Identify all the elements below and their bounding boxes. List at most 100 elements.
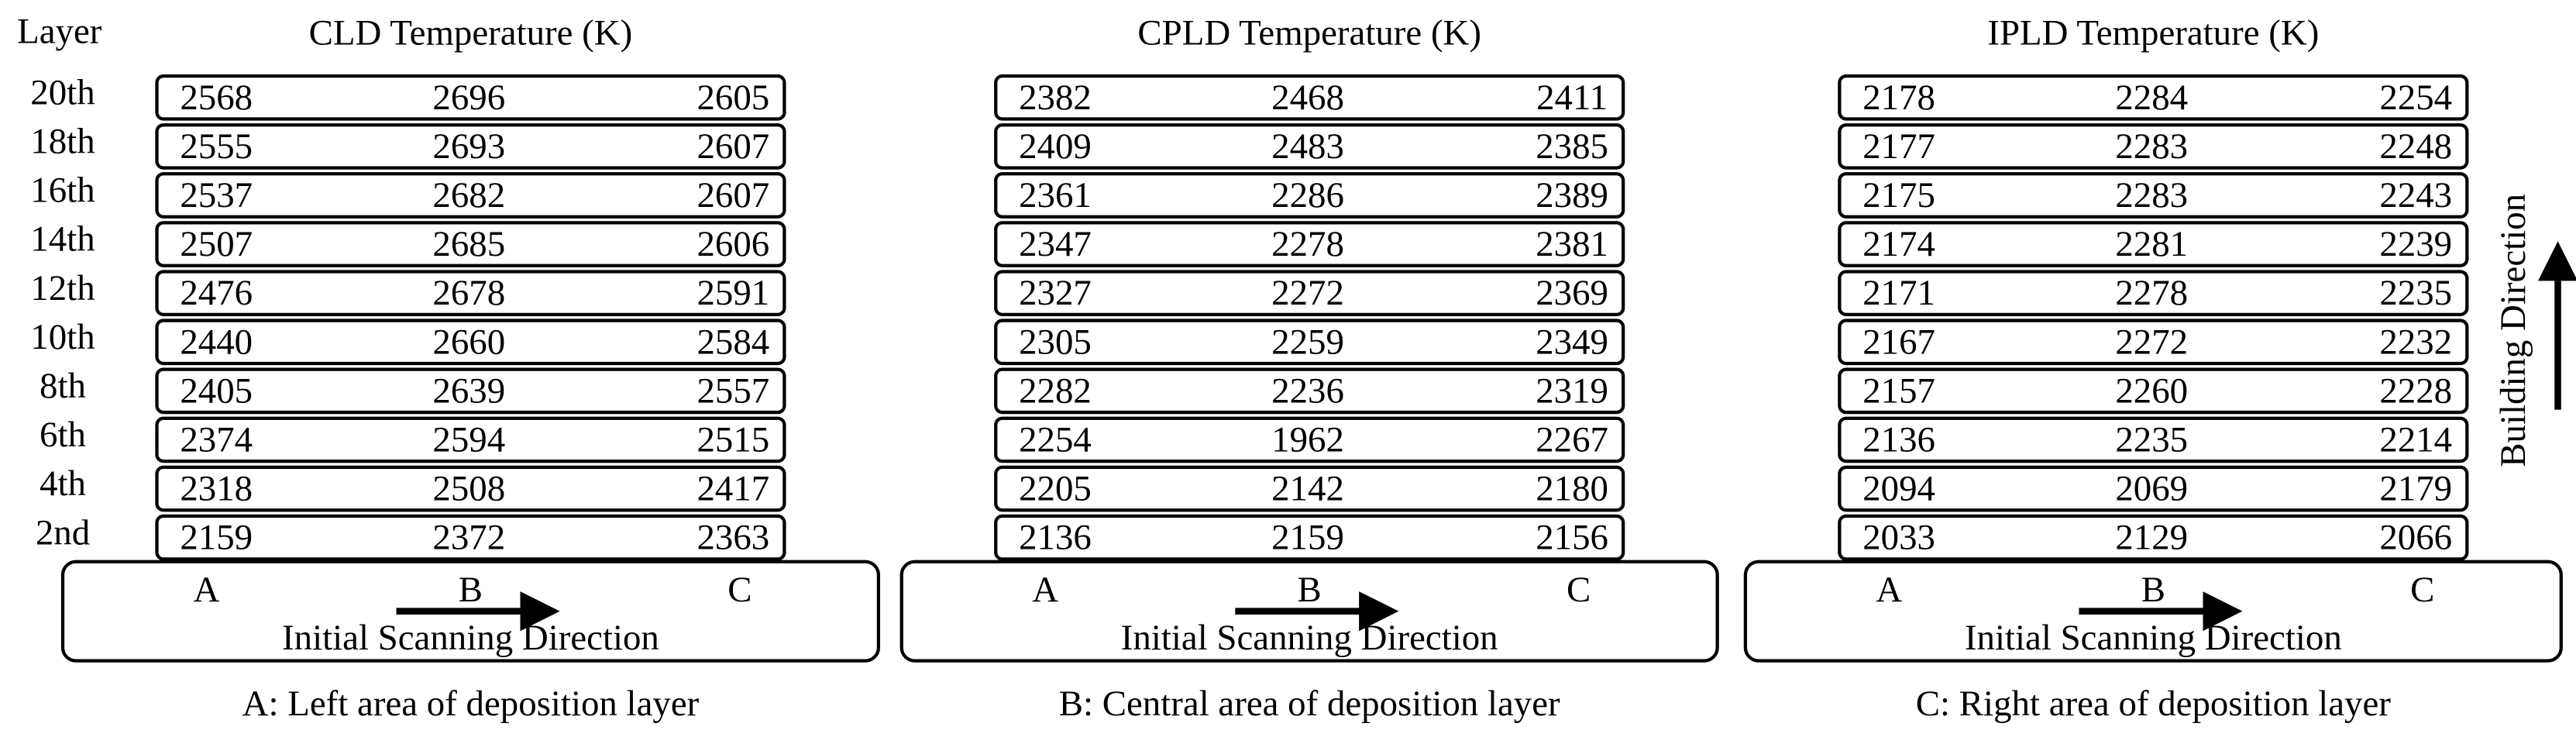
- layer-label: 14th: [30, 219, 95, 260]
- cell-value: 2468: [1271, 78, 1344, 118]
- cell-value: 2327: [1019, 273, 1092, 313]
- cell-value: 2243: [2379, 175, 2452, 215]
- cell-value: 2281: [2115, 224, 2188, 264]
- cell-value: 2483: [1271, 126, 1344, 167]
- cell-value: 2235: [2379, 273, 2452, 313]
- layer-label: 12th: [30, 268, 95, 308]
- cell-value: 2235: [2115, 419, 2188, 460]
- cell-value: 2267: [1536, 419, 1608, 460]
- row-box: [1838, 74, 2469, 121]
- cell-value: 2682: [432, 175, 505, 215]
- cell-value: 2283: [2115, 126, 2188, 167]
- row-box: [994, 74, 1625, 121]
- layer-label: 6th: [40, 415, 86, 455]
- cell-value: 2214: [2379, 419, 2452, 460]
- row-box: [155, 172, 786, 219]
- layer-label: 8th: [40, 366, 86, 406]
- cell-value: 2228: [2379, 370, 2452, 411]
- caption: C: Right area of deposition layer: [1916, 684, 2392, 724]
- cell-value: 2515: [696, 419, 769, 460]
- area-label: B: [459, 570, 483, 610]
- row-box: [994, 270, 1625, 317]
- cell-value: 2411: [1536, 78, 1608, 118]
- cell-value: 2283: [2115, 175, 2188, 215]
- cell-value: 2537: [180, 175, 253, 215]
- row-box: [155, 367, 786, 415]
- cell-value: 2369: [1536, 273, 1608, 313]
- cell-value: 2568: [180, 78, 253, 118]
- cell-value: 2385: [1536, 126, 1608, 167]
- row-box: [155, 319, 786, 366]
- cell-value: 2136: [1019, 518, 1092, 558]
- row-box: [994, 416, 1625, 463]
- cell-value: 2136: [1862, 419, 1935, 460]
- row-box: [1838, 514, 2469, 561]
- cell-value: 2167: [1862, 322, 1935, 362]
- cell-value: 2594: [432, 419, 505, 460]
- row-box: [155, 514, 786, 561]
- row-box: [1838, 123, 2469, 170]
- cell-value: 2259: [1271, 322, 1344, 362]
- row-box: [994, 465, 1625, 512]
- cell-value: 2606: [696, 224, 769, 264]
- cell-value: 2069: [2115, 469, 2188, 509]
- area-label: C: [1567, 570, 1591, 610]
- layer-header: Layer: [17, 12, 102, 52]
- cell-value: 2476: [180, 273, 253, 313]
- base-box: [60, 560, 881, 663]
- layer-label: 18th: [30, 122, 95, 162]
- cell-value: 2156: [1536, 518, 1608, 558]
- cell-value: 2685: [432, 224, 505, 264]
- panel-title: CLD Temperature (K): [309, 13, 633, 53]
- cell-value: 2363: [696, 518, 769, 558]
- area-label: A: [1032, 570, 1058, 610]
- cell-value: 2239: [2379, 224, 2452, 264]
- row-box: [1838, 416, 2469, 463]
- cell-value: 2507: [180, 224, 253, 264]
- row-box: [1838, 270, 2469, 317]
- cell-value: 2066: [2379, 518, 2452, 558]
- row-box: [994, 514, 1625, 561]
- cell-value: 2374: [180, 419, 253, 460]
- caption: A: Left area of deposition layer: [242, 684, 700, 724]
- area-label: C: [2410, 570, 2434, 610]
- area-label: A: [193, 570, 219, 610]
- cell-value: 2639: [432, 370, 505, 411]
- base-box: [1743, 560, 2563, 663]
- cell-value: 2381: [1536, 224, 1608, 264]
- scan-direction: Initial Scanning Direction: [1965, 618, 2342, 658]
- row-box: [994, 367, 1625, 415]
- layer-label: 2nd: [36, 512, 90, 553]
- cell-value: 2179: [2379, 469, 2452, 509]
- cell-value: 2171: [1862, 273, 1935, 313]
- cell-value: 2405: [180, 370, 253, 411]
- cell-value: 2254: [1019, 419, 1092, 460]
- cell-value: 2177: [1862, 126, 1935, 167]
- cell-value: 2319: [1536, 370, 1608, 411]
- cell-value: 2180: [1536, 469, 1608, 509]
- cell-value: 2361: [1019, 175, 1092, 215]
- cell-value: 2347: [1019, 224, 1092, 264]
- cell-value: 2272: [2115, 322, 2188, 362]
- cell-value: 2159: [180, 518, 253, 558]
- row-box: [994, 172, 1625, 219]
- cell-value: 2382: [1019, 78, 1092, 118]
- cell-value: 2409: [1019, 126, 1092, 167]
- cell-value: 2260: [2115, 370, 2188, 411]
- cell-value: 2660: [432, 322, 505, 362]
- cell-value: 2678: [432, 273, 505, 313]
- panel-title: IPLD Temperature (K): [1987, 13, 2319, 53]
- cell-value: 2305: [1019, 322, 1092, 362]
- row-box: [994, 221, 1625, 267]
- cell-value: 2142: [1271, 469, 1344, 509]
- cell-value: 2278: [2115, 273, 2188, 313]
- cell-value: 2557: [696, 370, 769, 411]
- cell-value: 2129: [2115, 518, 2188, 558]
- cell-value: 2605: [696, 78, 769, 118]
- panel-title: CPLD Temperature (K): [1137, 13, 1481, 53]
- base-box: [899, 560, 1719, 663]
- cell-value: 2349: [1536, 322, 1608, 362]
- building-direction: Building Direction: [2493, 194, 2533, 467]
